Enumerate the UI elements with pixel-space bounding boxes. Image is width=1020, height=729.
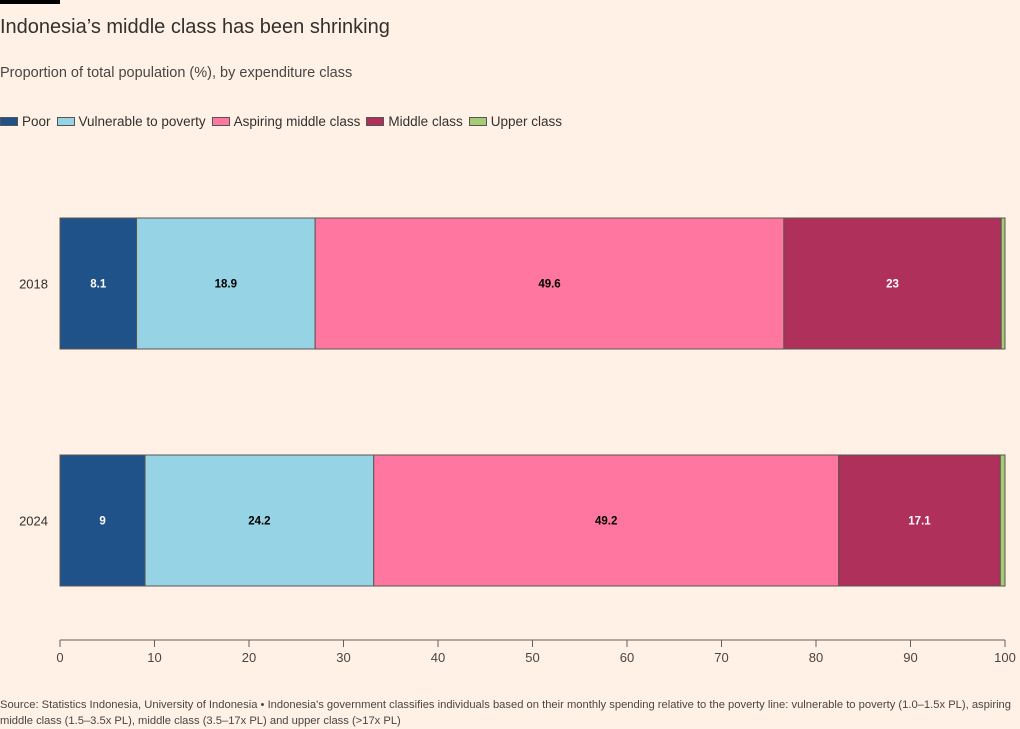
category-label: 2024 xyxy=(19,514,48,529)
bar-segment xyxy=(373,454,840,587)
legend-label: Poor xyxy=(22,114,51,129)
legend-item: Aspiring middle class xyxy=(211,114,361,129)
legend-swatch xyxy=(211,117,230,126)
data-label: 23 xyxy=(886,279,899,291)
chart-title: Indonesia’s middle class has been shrink… xyxy=(0,16,390,38)
bar-segment xyxy=(1000,217,1006,350)
data-label: 18.9 xyxy=(215,279,237,291)
x-tick-label: 10 xyxy=(147,650,161,665)
bar-segment xyxy=(59,217,138,350)
stacked-bar-chart: 2018 8.1 18.9 49.6 23 2024 9 24.2 49.2 17.1 0 10 20 3… xyxy=(19,217,1016,665)
legend: Poor Vulnerable to poverty Aspiring middle… xyxy=(0,114,568,129)
x-tick-label: 50 xyxy=(525,650,539,665)
x-tick-label: 40 xyxy=(431,650,445,665)
bar-segment xyxy=(838,454,1001,587)
data-label: 9 xyxy=(99,516,105,528)
data-label: 49.6 xyxy=(538,279,560,291)
bar-segment xyxy=(136,217,316,350)
legend-label: Aspiring middle class xyxy=(233,114,361,129)
x-tick-label: 80 xyxy=(809,650,823,665)
x-tick-label: 60 xyxy=(620,650,634,665)
x-tick-label: 100 xyxy=(994,650,1016,665)
chart-subtitle: Proportion of total population (%), by e… xyxy=(0,65,353,81)
legend-label: Upper class xyxy=(490,114,562,129)
legend-swatch xyxy=(366,117,385,126)
bar-segment xyxy=(999,454,1006,587)
legend-swatch xyxy=(0,117,18,126)
legend-swatch xyxy=(468,117,487,126)
legend-item: Vulnerable to poverty xyxy=(56,114,206,129)
legend-swatch xyxy=(56,117,75,126)
data-label: 8.1 xyxy=(90,279,107,291)
data-label: 24.2 xyxy=(248,516,270,528)
x-tick-label: 90 xyxy=(903,650,917,665)
bar-segment xyxy=(783,217,1002,350)
bar-segment xyxy=(59,454,146,587)
x-tick-label: 0 xyxy=(56,650,63,665)
bar-segment xyxy=(314,217,785,350)
legend-label: Middle class xyxy=(388,114,463,129)
brand-bar xyxy=(0,0,60,4)
legend-item: Upper class xyxy=(468,114,562,129)
x-tick-label: 30 xyxy=(336,650,350,665)
legend-item: Middle class xyxy=(366,114,463,129)
data-label: 49.2 xyxy=(595,516,617,528)
x-tick-label: 70 xyxy=(714,650,728,665)
bar-segment xyxy=(144,454,375,587)
source-note: Source: Statistics Indonesia, University… xyxy=(0,699,1011,727)
legend-label: Vulnerable to poverty xyxy=(78,114,206,129)
data-label: 17.1 xyxy=(908,516,931,528)
category-label: 2018 xyxy=(19,277,48,292)
x-tick-label: 20 xyxy=(242,650,256,665)
legend-item: Poor xyxy=(0,114,51,129)
